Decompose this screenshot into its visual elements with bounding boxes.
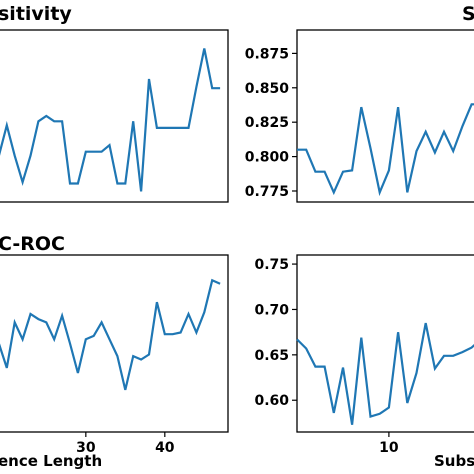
panel-title: C-ROC xyxy=(0,233,65,255)
y-tick-label: 0.875 xyxy=(245,46,289,62)
panel-sensitivity: sitivity xyxy=(0,3,229,203)
x-tick-label: 30 xyxy=(76,440,96,456)
panel-auc-roc: C-ROC 30 40 ence Length xyxy=(0,233,229,470)
y-tick-label: 0.75 xyxy=(254,257,289,273)
plot-frame xyxy=(0,29,229,203)
series-line xyxy=(0,278,221,391)
y-tick-label: 0.60 xyxy=(254,393,289,409)
y-tick-label: 0.800 xyxy=(245,150,290,166)
x-axis-label: ence Length xyxy=(0,452,102,470)
panel-title: S xyxy=(462,3,474,25)
y-tick-label: 0.775 xyxy=(245,184,289,200)
y-tick-label: 0.70 xyxy=(254,302,289,318)
series-line xyxy=(0,48,221,192)
x-axis-label: Subse xyxy=(434,452,474,470)
x-tick-label: 10 xyxy=(379,440,399,456)
y-tick-label: 0.825 xyxy=(245,115,289,131)
plot-frame xyxy=(296,254,474,433)
x-tick-label: 40 xyxy=(155,440,175,456)
plot-frame xyxy=(296,29,474,203)
plot-frame xyxy=(0,254,229,433)
panel-title: sitivity xyxy=(0,3,72,25)
y-tick-label: 0.850 xyxy=(245,81,290,97)
series-line xyxy=(297,103,474,197)
series-line xyxy=(296,322,474,425)
y-tick-label: 0.65 xyxy=(254,348,289,364)
panel-bottom-right: 0.600.650.700.75102 Subse xyxy=(254,254,474,470)
panel-specificity: S 0.775 0.800 0.825 0.850 0.875 xyxy=(245,3,474,203)
